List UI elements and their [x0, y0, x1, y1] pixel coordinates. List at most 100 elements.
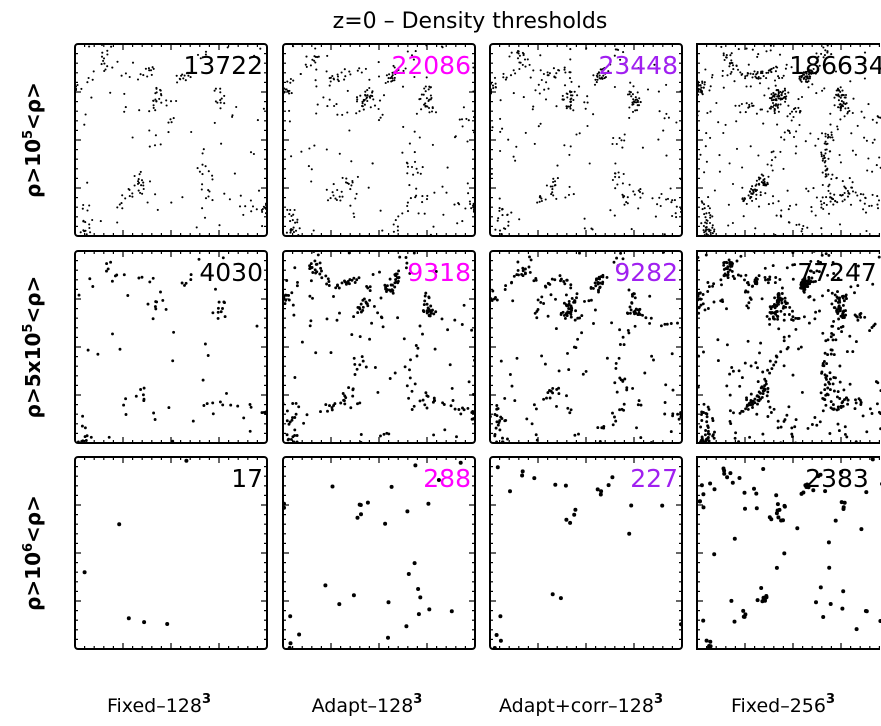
point — [838, 397, 842, 400]
point — [82, 570, 87, 575]
point — [284, 293, 287, 297]
point — [622, 343, 626, 347]
point — [391, 291, 395, 295]
point — [827, 380, 831, 384]
point — [420, 93, 423, 96]
points-r2-c2 — [492, 465, 682, 649]
point — [725, 273, 729, 277]
point — [776, 419, 780, 423]
point — [336, 75, 340, 78]
point — [564, 293, 568, 297]
point — [523, 267, 527, 271]
point — [309, 262, 313, 266]
point — [391, 77, 394, 80]
point — [363, 103, 366, 106]
point — [286, 208, 289, 211]
point — [784, 92, 787, 95]
point — [721, 69, 724, 72]
point — [783, 131, 786, 134]
point — [259, 47, 262, 50]
point — [88, 204, 91, 207]
point — [341, 113, 344, 116]
point — [829, 192, 832, 195]
point — [860, 110, 863, 113]
point — [82, 229, 85, 232]
point — [768, 371, 772, 375]
point — [235, 105, 238, 109]
point — [405, 261, 409, 265]
point — [832, 272, 836, 275]
point — [499, 99, 502, 102]
point — [821, 396, 825, 400]
point — [330, 406, 334, 410]
point — [700, 222, 703, 225]
point — [204, 197, 208, 200]
point — [787, 104, 790, 107]
point — [720, 283, 723, 287]
point — [211, 199, 214, 202]
point — [845, 102, 848, 105]
point — [423, 299, 427, 303]
point — [611, 411, 614, 415]
point — [554, 327, 558, 331]
point — [724, 267, 728, 271]
point — [309, 64, 312, 67]
point — [610, 321, 614, 325]
point — [627, 531, 632, 536]
point — [867, 157, 870, 160]
point — [578, 316, 582, 320]
point — [370, 321, 374, 325]
point — [725, 261, 729, 265]
row-label-exp: 5 — [21, 130, 36, 139]
point — [533, 142, 536, 145]
point — [190, 130, 193, 134]
panel-frame — [74, 43, 268, 237]
point — [406, 50, 409, 53]
point — [378, 99, 382, 102]
point — [859, 193, 862, 196]
point — [749, 72, 752, 75]
point — [763, 388, 767, 392]
point — [864, 490, 869, 495]
point — [703, 213, 706, 216]
point — [106, 65, 109, 68]
point — [596, 426, 600, 430]
point — [770, 96, 773, 99]
point — [356, 98, 359, 101]
point — [464, 207, 467, 210]
point — [249, 151, 253, 154]
point — [288, 213, 291, 216]
point — [760, 297, 764, 301]
point — [385, 74, 388, 77]
point — [570, 97, 573, 100]
point — [137, 178, 140, 181]
point — [702, 402, 706, 406]
point — [701, 93, 704, 96]
point — [851, 350, 855, 354]
point — [514, 159, 517, 162]
point — [420, 108, 423, 111]
point — [753, 280, 757, 284]
point — [330, 408, 334, 412]
point — [711, 232, 714, 235]
point — [158, 97, 161, 100]
point — [870, 326, 874, 329]
point — [763, 266, 767, 270]
point — [704, 145, 707, 148]
point — [384, 81, 387, 85]
point — [774, 565, 779, 570]
point — [814, 72, 817, 75]
point — [432, 433, 436, 437]
point — [377, 61, 380, 64]
point — [725, 56, 728, 59]
point — [405, 161, 408, 164]
point — [730, 366, 734, 369]
point — [504, 78, 507, 81]
point — [218, 224, 221, 227]
point — [870, 457, 875, 462]
point — [332, 183, 335, 186]
point — [423, 403, 427, 407]
point — [203, 216, 207, 219]
point — [349, 188, 352, 191]
point — [342, 399, 346, 403]
